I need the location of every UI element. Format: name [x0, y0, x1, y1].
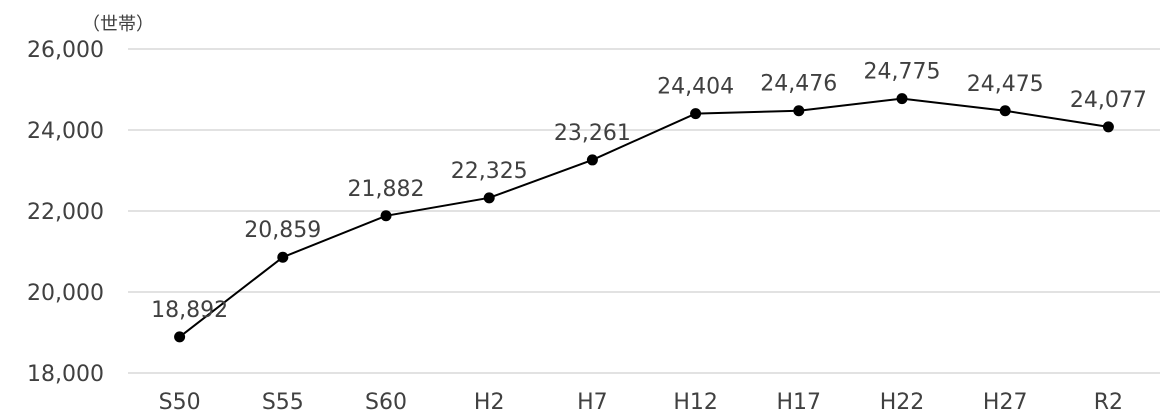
x-tick-label: H2 [474, 390, 505, 415]
x-tick-label: R2 [1094, 390, 1123, 415]
data-label: 23,261 [554, 121, 631, 146]
data-label: 21,882 [348, 177, 425, 202]
data-label: 24,476 [760, 72, 837, 97]
data-point [483, 192, 495, 204]
data-point [896, 93, 908, 105]
x-tick-label: S55 [262, 390, 304, 415]
data-point [999, 105, 1011, 117]
data-label: 24,475 [967, 72, 1044, 97]
data-label: 22,325 [451, 159, 528, 184]
y-tick-label: 20,000 [27, 281, 104, 306]
x-tick-label: H12 [673, 390, 718, 415]
data-point [690, 108, 702, 120]
x-tick-label: H27 [983, 390, 1028, 415]
data-point [174, 331, 186, 343]
data-point [586, 154, 598, 166]
data-label: 20,859 [244, 218, 321, 243]
x-tick-label: H17 [777, 390, 822, 415]
x-tick-label: H7 [577, 390, 608, 415]
x-tick-label: H22 [880, 390, 925, 415]
x-tick-label: S60 [365, 390, 407, 415]
data-label: 24,775 [864, 60, 941, 85]
data-label: 24,077 [1070, 88, 1147, 113]
y-tick-label: 18,000 [27, 362, 104, 387]
y-tick-label: 24,000 [27, 119, 104, 144]
data-label: 24,404 [657, 75, 734, 100]
y-axis-unit-label: （世帯） [82, 14, 154, 35]
data-point [1102, 121, 1114, 133]
data-point [793, 105, 805, 117]
data-point [277, 251, 289, 263]
data-label: 18,892 [151, 298, 228, 323]
y-tick-label: 22,000 [27, 200, 104, 225]
data-point [380, 210, 392, 222]
x-tick-label: S50 [159, 390, 201, 415]
series-line [178, 97, 1109, 338]
y-tick-label: 26,000 [27, 38, 104, 63]
